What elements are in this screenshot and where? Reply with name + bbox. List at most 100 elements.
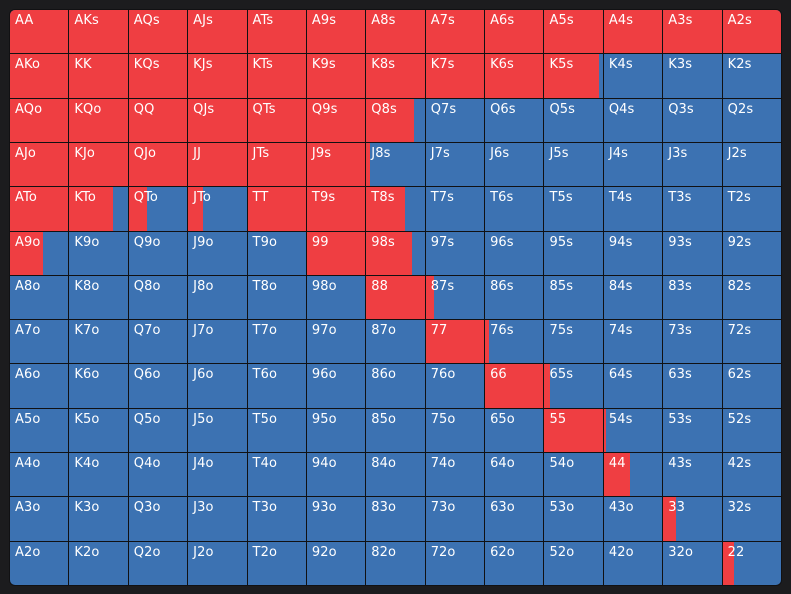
hand-cell[interactable]: 76s	[485, 320, 544, 364]
hand-cell[interactable]: 54o	[544, 453, 603, 497]
hand-cell[interactable]: K8s	[366, 54, 425, 98]
hand-cell[interactable]: T6o	[247, 364, 306, 408]
hand-cell[interactable]: J9o	[188, 231, 247, 275]
hand-cell[interactable]: 97o	[306, 320, 366, 364]
hand-cell[interactable]: A6o	[10, 364, 69, 408]
hand-cell[interactable]: KK	[69, 54, 128, 98]
hand-cell[interactable]: 53s	[663, 408, 722, 453]
hand-cell[interactable]: 43o	[603, 497, 663, 541]
hand-cell[interactable]: J7o	[188, 320, 247, 364]
hand-cell[interactable]: 85s	[544, 275, 603, 320]
hand-cell[interactable]: K9o	[69, 231, 128, 275]
hand-cell[interactable]: 83o	[366, 497, 425, 541]
hand-cell[interactable]: 75s	[544, 320, 603, 364]
hand-cell[interactable]: 94s	[603, 231, 663, 275]
hand-cell[interactable]: T8s	[366, 187, 425, 231]
hand-cell[interactable]: A5s	[544, 10, 603, 54]
hand-cell[interactable]: 63s	[663, 364, 722, 408]
hand-cell[interactable]: J9s	[306, 142, 366, 187]
hand-cell[interactable]: 95s	[544, 231, 603, 275]
hand-cell[interactable]: 43s	[663, 453, 722, 497]
hand-cell[interactable]: K9s	[306, 54, 366, 98]
hand-cell[interactable]: K3o	[69, 497, 128, 541]
hand-cell[interactable]: Q8o	[128, 275, 188, 320]
hand-cell[interactable]: J5o	[188, 408, 247, 453]
hand-cell[interactable]: A6s	[485, 10, 544, 54]
hand-cell[interactable]: 33	[663, 497, 722, 541]
hand-cell[interactable]: T4o	[247, 453, 306, 497]
hand-cell[interactable]: 75o	[425, 408, 485, 453]
hand-cell[interactable]: J7s	[425, 142, 485, 187]
hand-cell[interactable]: T7s	[425, 187, 485, 231]
hand-cell[interactable]: AJo	[10, 142, 69, 187]
hand-cell[interactable]: A7o	[10, 320, 69, 364]
hand-cell[interactable]: QQ	[128, 98, 188, 142]
hand-cell[interactable]: J8o	[188, 275, 247, 320]
hand-cell[interactable]: 92s	[722, 231, 781, 275]
hand-cell[interactable]: 92o	[306, 541, 366, 585]
hand-cell[interactable]: J8s	[366, 142, 425, 187]
hand-cell[interactable]: 86s	[485, 275, 544, 320]
hand-cell[interactable]: Q9s	[306, 98, 366, 142]
hand-cell[interactable]: 83s	[663, 275, 722, 320]
hand-cell[interactable]: JTs	[247, 142, 306, 187]
hand-cell[interactable]: KQo	[69, 98, 128, 142]
hand-cell[interactable]: J5s	[544, 142, 603, 187]
hand-cell[interactable]: 98s	[366, 231, 425, 275]
hand-cell[interactable]: 95o	[306, 408, 366, 453]
hand-cell[interactable]: 74s	[603, 320, 663, 364]
hand-cell[interactable]: 86o	[366, 364, 425, 408]
hand-cell[interactable]: Q7s	[425, 98, 485, 142]
hand-cell[interactable]: T3o	[247, 497, 306, 541]
hand-cell[interactable]: T5o	[247, 408, 306, 453]
hand-cell[interactable]: J6s	[485, 142, 544, 187]
hand-cell[interactable]: T3s	[663, 187, 722, 231]
hand-cell[interactable]: Q5o	[128, 408, 188, 453]
hand-cell[interactable]: 84s	[603, 275, 663, 320]
hand-cell[interactable]: 93s	[663, 231, 722, 275]
hand-cell[interactable]: K2s	[722, 54, 781, 98]
hand-cell[interactable]: T8o	[247, 275, 306, 320]
hand-cell[interactable]: K8o	[69, 275, 128, 320]
hand-cell[interactable]: A4s	[603, 10, 663, 54]
hand-cell[interactable]: T9s	[306, 187, 366, 231]
hand-cell[interactable]: 73s	[663, 320, 722, 364]
hand-cell[interactable]: 55	[544, 408, 603, 453]
hand-cell[interactable]: 42s	[722, 453, 781, 497]
hand-cell[interactable]: K5s	[544, 54, 603, 98]
hand-cell[interactable]: J4s	[603, 142, 663, 187]
hand-cell[interactable]: KTo	[69, 187, 128, 231]
hand-cell[interactable]: Q8s	[366, 98, 425, 142]
hand-cell[interactable]: 62o	[485, 541, 544, 585]
hand-cell[interactable]: Q6o	[128, 364, 188, 408]
hand-cell[interactable]: 54s	[603, 408, 663, 453]
hand-cell[interactable]: QTs	[247, 98, 306, 142]
hand-cell[interactable]: 44	[603, 453, 663, 497]
hand-cell[interactable]: 65o	[485, 408, 544, 453]
hand-cell[interactable]: 93o	[306, 497, 366, 541]
hand-cell[interactable]: A5o	[10, 408, 69, 453]
hand-cell[interactable]: 84o	[366, 453, 425, 497]
hand-cell[interactable]: 72o	[425, 541, 485, 585]
hand-cell[interactable]: J3s	[663, 142, 722, 187]
hand-cell[interactable]: 82o	[366, 541, 425, 585]
hand-cell[interactable]: Q4o	[128, 453, 188, 497]
hand-cell[interactable]: K5o	[69, 408, 128, 453]
hand-cell[interactable]: A4o	[10, 453, 69, 497]
hand-cell[interactable]: T2s	[722, 187, 781, 231]
hand-cell[interactable]: 77	[425, 320, 485, 364]
hand-cell[interactable]: J3o	[188, 497, 247, 541]
hand-cell[interactable]: 22	[722, 541, 781, 585]
hand-cell[interactable]: JJ	[188, 142, 247, 187]
hand-cell[interactable]: K6s	[485, 54, 544, 98]
hand-cell[interactable]: 98o	[306, 275, 366, 320]
hand-cell[interactable]: 96o	[306, 364, 366, 408]
hand-cell[interactable]: 85o	[366, 408, 425, 453]
hand-cell[interactable]: 76o	[425, 364, 485, 408]
hand-cell[interactable]: 52o	[544, 541, 603, 585]
hand-cell[interactable]: Q5s	[544, 98, 603, 142]
hand-cell[interactable]: T6s	[485, 187, 544, 231]
hand-cell[interactable]: J4o	[188, 453, 247, 497]
hand-cell[interactable]: K4o	[69, 453, 128, 497]
hand-cell[interactable]: A3o	[10, 497, 69, 541]
